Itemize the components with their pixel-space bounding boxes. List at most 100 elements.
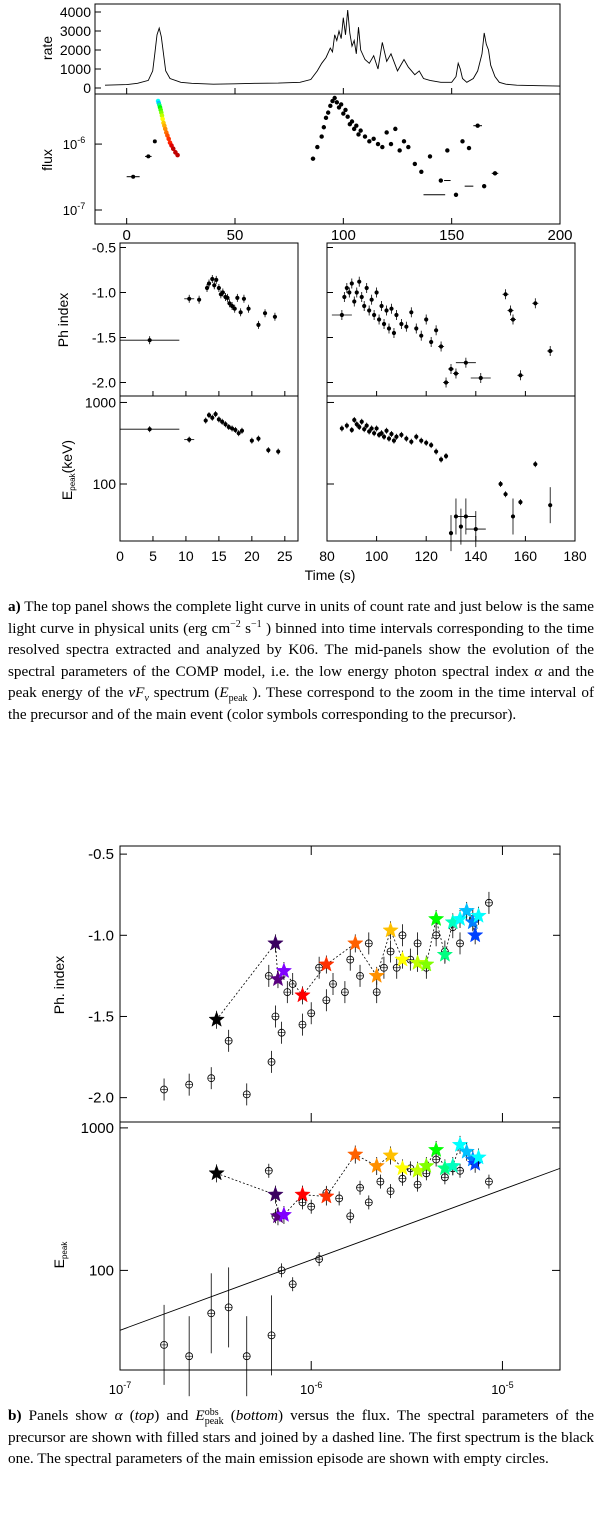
caption-a: a) The top panel shows the complete ligh… <box>8 596 594 725</box>
flux-axis-label: flux <box>39 149 55 171</box>
epeak-right-point <box>364 423 369 428</box>
epeak-left-point <box>266 448 271 453</box>
epeak-right-point <box>548 503 553 508</box>
b-phindex-star <box>275 962 293 979</box>
b-phindex-star <box>318 955 335 972</box>
flux-precursor-point <box>162 126 168 132</box>
flux-main-point <box>315 144 320 150</box>
phindex-left-point <box>214 277 219 282</box>
b-phindex-tick-label: -1.0 <box>88 927 114 944</box>
b-phindex-axis-label: Ph. index <box>51 956 67 1014</box>
phindex-right-point <box>344 285 349 291</box>
time-tick-label: 200 <box>547 227 572 244</box>
flux-main-point <box>367 139 372 144</box>
epeak-right-point <box>344 423 349 428</box>
phindex-right-point <box>364 285 369 291</box>
flux-main-point <box>347 122 353 127</box>
flux-main-point <box>354 123 359 128</box>
b-phindex-star <box>427 910 445 927</box>
phindex-right-point <box>404 324 409 329</box>
time-tick-label: 100 <box>331 227 356 244</box>
flux-main-point <box>438 178 444 183</box>
epeak-left-point <box>213 411 218 417</box>
rate-tick-label: 1000 <box>60 61 91 77</box>
phindex-right-point <box>533 301 538 306</box>
flux-main-point <box>330 98 335 104</box>
phindex-right-point <box>394 312 399 318</box>
caption-a-exp-2: −1 <box>251 618 262 630</box>
flux-main-point <box>460 139 465 144</box>
flux-early-point <box>146 154 151 159</box>
b-epeak-star <box>294 1185 311 1202</box>
time-tick-label: 0 <box>122 227 130 244</box>
b-phindex-star <box>409 954 426 970</box>
epeak-right-point <box>394 434 399 439</box>
epeak-left-point <box>187 437 192 442</box>
flux-main-point <box>328 103 333 109</box>
time-axis-label: Time (s) <box>305 567 356 583</box>
phindex-left-point <box>187 296 192 301</box>
flux-main-point <box>336 105 342 110</box>
epeak-left-point <box>210 415 215 420</box>
b-epeak-star <box>347 1145 364 1162</box>
epeak-right-point <box>424 440 429 445</box>
epeak-right-point <box>349 427 354 433</box>
flux-main-point <box>358 128 363 133</box>
epeak-left-point <box>223 422 228 427</box>
phindex-right-point <box>548 348 553 354</box>
b-phindex-star <box>466 926 484 943</box>
caption-a-tag: a) <box>8 598 21 615</box>
b-reference-line <box>119 1167 561 1331</box>
phindex-left-point <box>197 297 202 302</box>
phindex-right-point <box>503 292 508 297</box>
caption-a-text-3: ) binned into time intervals correspondi… <box>8 619 595 680</box>
caption-b-bottom: bottom <box>235 1407 278 1424</box>
left-x-tick-label: 5 <box>149 548 157 564</box>
caption-a-text-2: s <box>240 619 252 637</box>
phindex-right-point <box>379 303 384 309</box>
epeak-left-point <box>229 426 235 431</box>
epeak-left-point <box>249 438 254 443</box>
phindex-left-point <box>235 295 240 300</box>
phindex-right-point <box>510 317 516 322</box>
caption-b-top: top <box>134 1407 155 1424</box>
epeak-right-point <box>379 431 384 436</box>
phindex-right-point <box>376 317 382 322</box>
epeak-right-point <box>438 457 444 462</box>
phindex-right-point <box>359 294 364 300</box>
epeak-left-point <box>226 424 231 430</box>
phindex-right-point <box>367 308 372 313</box>
right-x-tick-label: 80 <box>319 548 335 564</box>
caption-b-epeak: E <box>195 1407 205 1424</box>
epeak-right-point <box>458 524 464 529</box>
phindex-right-point <box>429 339 434 345</box>
flux-main-point <box>325 110 331 115</box>
phindex-right-point <box>384 308 389 313</box>
caption-b-epeak-sup: obs <box>204 1406 219 1418</box>
flux-main-point <box>481 183 487 189</box>
epeak-right-point <box>389 431 394 437</box>
b-epeak-tick-label: 1000 <box>81 1120 114 1137</box>
flux-main-point <box>362 134 368 139</box>
figure-b: -0.5 -1.0 -1.5 -2.0 Ph. index 1000 100 Epeak 10-… <box>51 845 561 1397</box>
phindex-left-frame <box>119 242 299 397</box>
phindex-right-point <box>414 326 419 331</box>
right-x-tick-label: 120 <box>415 548 439 564</box>
epeak-right-point <box>434 449 439 454</box>
phindex-tick-label: -1.0 <box>92 285 116 301</box>
caption-a-alpha: α <box>534 662 543 680</box>
caption-a-text-6: ). These correspond to the zoom in the t… <box>8 684 595 723</box>
flux-main-point <box>345 114 350 119</box>
phindex-right-point <box>352 299 357 304</box>
rate-panel-frame <box>94 3 561 95</box>
phindex-left-point <box>262 311 268 316</box>
phindex-right-point <box>419 333 424 338</box>
b-phindex-star <box>267 934 284 951</box>
phindex-right-point <box>508 308 513 313</box>
epeak-left-point <box>203 418 208 423</box>
flux-precursor-point <box>170 146 176 152</box>
epeak-tick-label: 1000 <box>85 394 116 410</box>
b-phindex-star <box>451 910 469 927</box>
phindex-right-point <box>409 310 414 315</box>
